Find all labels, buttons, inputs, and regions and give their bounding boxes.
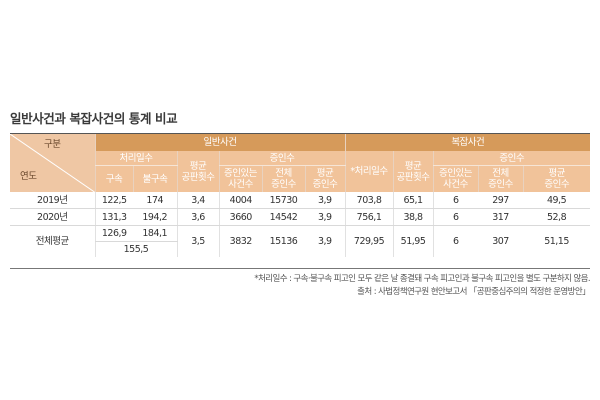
average-general-avg-trials: 3,5 xyxy=(176,225,219,257)
header-complex-avg-witnesses: 평균 증인수 xyxy=(522,165,591,192)
average-general-non-detained-days: 184,1 xyxy=(133,225,177,242)
statistics-table: 구분 연도 일반사건 복잡사건 처리일수 평균 공판횟수 증인수 *처리일수 평… xyxy=(10,134,591,257)
general-avg-trials: 3,4 xyxy=(176,192,219,209)
complex-avg-witnesses: 49,5 xyxy=(523,192,591,209)
header-general-avg-witnesses: 평균 증인수 xyxy=(304,165,346,192)
table-bottom-rule xyxy=(10,268,590,269)
general-cases-with-witness: 4004 xyxy=(218,192,262,209)
complex-total-witnesses: 317 xyxy=(478,208,524,226)
table-row-average: 전체평균 126,9 184,1 3,5 3832 15136 3,9 729,… xyxy=(10,225,590,257)
header-general-detained: 구속 xyxy=(94,165,133,192)
table-row-average-combined: 155,5 xyxy=(10,241,590,257)
table-row: 2020년 131,3 194,2 3,6 3660 14542 3,9 756… xyxy=(10,208,591,226)
header-general-witnesses: 증인수 xyxy=(218,151,346,166)
complex-avg-witnesses: 52,8 xyxy=(523,208,591,226)
average-general-avg-witnesses: 3,9 xyxy=(317,236,332,247)
source-text: 출처 : 사법정책연구원 현안보고서 「공판중심주의의 적정한 운영방안」 xyxy=(357,287,590,297)
general-non-detained-days: 174 xyxy=(133,192,177,209)
header-complex-witnesses: 증인수 xyxy=(432,151,591,166)
corner-diagonal xyxy=(10,134,95,192)
general-avg-witnesses: 3,9 xyxy=(305,208,346,226)
complex-processing-days: 756,1 xyxy=(344,208,394,226)
table-notes: *처리일수 : 구속·불구속 피고인 모두 같은 날 종결돼 구속 피고인과 불… xyxy=(254,273,590,299)
average-complex-avg-witnesses: 51,15 xyxy=(544,236,569,247)
complex-processing-days: 703,8 xyxy=(344,192,394,209)
header-complex-processing-days: *처리일수 xyxy=(344,151,394,192)
row-year: 2019년 xyxy=(10,192,95,209)
header-complex-total-witnesses: 전체 증인수 xyxy=(477,165,524,192)
average-row-label: 전체평균 xyxy=(35,236,69,247)
general-total-witnesses: 14542 xyxy=(262,208,305,226)
general-cases-with-witness: 3660 xyxy=(218,208,262,226)
general-detained-days: 122,5 xyxy=(94,192,133,209)
header-year-label: 연도 xyxy=(20,171,37,182)
header-complex-cases: 복잡사건 xyxy=(344,134,591,151)
complex-avg-trials: 38,8 xyxy=(392,208,434,226)
table-top-rule xyxy=(10,133,590,134)
average-complex-total-witnesses: 307 xyxy=(492,236,509,247)
complex-total-witnesses: 297 xyxy=(478,192,524,209)
complex-avg-trials: 65,1 xyxy=(392,192,434,209)
general-avg-witnesses: 3,9 xyxy=(305,192,346,209)
average-general-total-witnesses: 15136 xyxy=(269,236,298,247)
header-complex-cases-with-witness: 증인있는 사건수 xyxy=(432,165,479,192)
header-complex-avg-trials: 평균 공판횟수 xyxy=(392,151,434,192)
header-general-total-witnesses: 전체 증인수 xyxy=(261,165,305,192)
complex-cases-with-witness: 6 xyxy=(432,192,479,209)
header-general-processing-days: 처리일수 xyxy=(94,151,177,166)
header-general-avg-trials: 평균 공판횟수 xyxy=(176,151,219,192)
general-non-detained-days: 194,2 xyxy=(133,208,177,226)
complex-cases-with-witness: 6 xyxy=(432,208,479,226)
header-general-cases: 일반사건 xyxy=(94,134,346,151)
average-general-cases-with-witness: 3832 xyxy=(218,225,262,257)
general-avg-trials: 3,6 xyxy=(176,208,219,226)
average-complex-avg-trials: 51,95 xyxy=(392,225,434,257)
average-complex-processing-days: 729,95 xyxy=(344,225,394,257)
general-detained-days: 131,3 xyxy=(94,208,133,226)
footnote-text: *처리일수 : 구속·불구속 피고인 모두 같은 날 종결돼 구속 피고인과 불… xyxy=(254,274,590,284)
table-row: 2019년 122,5 174 3,4 4004 15730 3,9 703,8… xyxy=(10,192,591,209)
header-general-non-detained: 불구속 xyxy=(132,165,177,192)
row-year: 2020년 xyxy=(10,208,95,226)
table-title: 일반사건과 복잡사건의 통계 비교 xyxy=(10,111,178,126)
general-total-witnesses: 15730 xyxy=(262,192,305,209)
average-general-combined-days: 155,5 xyxy=(94,241,177,257)
average-complex-cases-with-witness: 6 xyxy=(432,225,479,257)
average-general-detained-days: 126,9 xyxy=(94,225,133,242)
header-general-cases-with-witness: 증인있는 사건수 xyxy=(218,165,262,192)
header-category-label: 구분 xyxy=(44,139,61,150)
header-corner-cell: 구분 연도 xyxy=(10,134,95,192)
